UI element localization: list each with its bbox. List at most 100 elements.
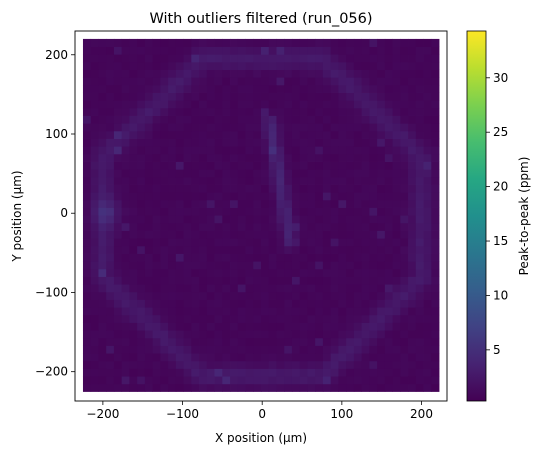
heatmap-cell — [253, 192, 262, 201]
heatmap-cell — [361, 115, 370, 124]
heatmap-cell — [377, 46, 386, 55]
heatmap-cell — [245, 69, 254, 78]
heatmap-cell — [431, 276, 440, 285]
heatmap-cell — [152, 84, 161, 93]
heatmap-cell — [261, 169, 270, 178]
heatmap-cell — [284, 184, 293, 193]
heatmap-cell — [346, 54, 355, 63]
heatmap-cell — [338, 276, 347, 285]
heatmap-cell — [369, 100, 378, 109]
heatmap-cell — [392, 130, 401, 139]
heatmap-cell — [199, 337, 208, 346]
heatmap-cell — [307, 314, 316, 323]
heatmap-cell — [237, 353, 246, 362]
heatmap-cell — [121, 261, 130, 270]
heatmap-cell — [276, 138, 285, 147]
heatmap-cell — [113, 84, 123, 93]
heatmap-cell — [90, 383, 99, 392]
heatmap-cell — [90, 176, 99, 185]
heatmap-cell — [230, 383, 239, 392]
heatmap-cell — [307, 161, 316, 170]
heatmap-cell — [361, 161, 370, 170]
heatmap-cell — [392, 291, 401, 300]
heatmap-cell — [144, 353, 154, 362]
heatmap-cell — [90, 84, 99, 93]
heatmap-cell — [291, 322, 301, 331]
heatmap-cell — [168, 376, 177, 385]
heatmap-cell — [392, 46, 401, 55]
heatmap-cell — [284, 276, 293, 285]
heatmap-cell — [423, 337, 432, 346]
heatmap-cell — [191, 268, 200, 277]
heatmap-cell — [98, 123, 107, 132]
heatmap-cell — [299, 322, 308, 331]
heatmap-cell — [276, 330, 285, 339]
heatmap-cell — [253, 238, 262, 247]
heatmap-cell — [400, 107, 409, 116]
heatmap-cell — [369, 353, 378, 362]
heatmap-cell — [330, 230, 339, 239]
heatmap-cell — [291, 199, 301, 208]
heatmap-cell — [121, 253, 130, 262]
heatmap-cell — [175, 353, 184, 362]
heatmap-cell — [299, 77, 308, 86]
heatmap-cell — [106, 184, 115, 193]
heatmap-cell — [98, 92, 107, 101]
heatmap-cell — [175, 299, 184, 308]
heatmap-cell — [261, 268, 270, 277]
heatmap-cell — [113, 184, 123, 193]
heatmap-cell — [276, 215, 285, 224]
heatmap-cell — [291, 215, 301, 224]
heatmap-cell — [137, 46, 146, 55]
heatmap-cell — [338, 184, 347, 193]
heatmap-cell — [253, 123, 262, 132]
heatmap-cell — [121, 276, 130, 285]
heatmap-cell — [369, 261, 378, 270]
heatmap-cell — [82, 222, 92, 231]
heatmap-cell — [346, 284, 355, 293]
heatmap-cell — [369, 368, 378, 377]
heatmap-cell — [369, 222, 378, 231]
heatmap-cell — [299, 215, 308, 224]
heatmap-cell — [408, 123, 417, 132]
heatmap-cell — [245, 307, 254, 316]
heatmap-cell — [338, 268, 347, 277]
heatmap-cell — [330, 299, 339, 308]
heatmap-cell — [160, 284, 169, 293]
heatmap-cell — [106, 276, 115, 285]
heatmap-cell — [191, 253, 200, 262]
heatmap-cell — [338, 153, 347, 162]
heatmap-cell — [307, 192, 316, 201]
heatmap-cell — [361, 192, 370, 201]
heatmap-cell — [261, 84, 270, 93]
heatmap-cell — [322, 238, 332, 247]
heatmap-cell — [322, 253, 332, 262]
heatmap-cell — [160, 184, 169, 193]
heatmap-cell — [307, 268, 316, 277]
heatmap-cell — [291, 368, 301, 377]
heatmap-cell — [175, 115, 184, 124]
heatmap-cell — [144, 169, 154, 178]
heatmap-cell — [160, 153, 169, 162]
heatmap-cell — [353, 322, 363, 331]
heatmap-cell — [361, 353, 370, 362]
heatmap-cell — [191, 284, 200, 293]
heatmap-cell — [253, 330, 262, 339]
heatmap-cell — [346, 368, 355, 377]
x-tick-label: 100 — [330, 407, 353, 421]
heatmap-cell — [392, 322, 401, 331]
heatmap-cell — [423, 161, 432, 170]
heatmap-cell — [137, 207, 146, 216]
heatmap-cell — [245, 107, 254, 116]
heatmap-cell — [415, 276, 424, 285]
heatmap-cell — [253, 376, 262, 385]
heatmap-cell — [361, 176, 370, 185]
heatmap-cell — [175, 146, 184, 155]
colorbar-tick-label: 20 — [493, 180, 508, 194]
heatmap-cell — [191, 161, 200, 170]
heatmap-cell — [199, 115, 208, 124]
heatmap-cell — [346, 38, 355, 47]
heatmap-cell — [245, 261, 254, 270]
heatmap-cell — [82, 330, 92, 339]
heatmap-cell — [113, 192, 123, 201]
